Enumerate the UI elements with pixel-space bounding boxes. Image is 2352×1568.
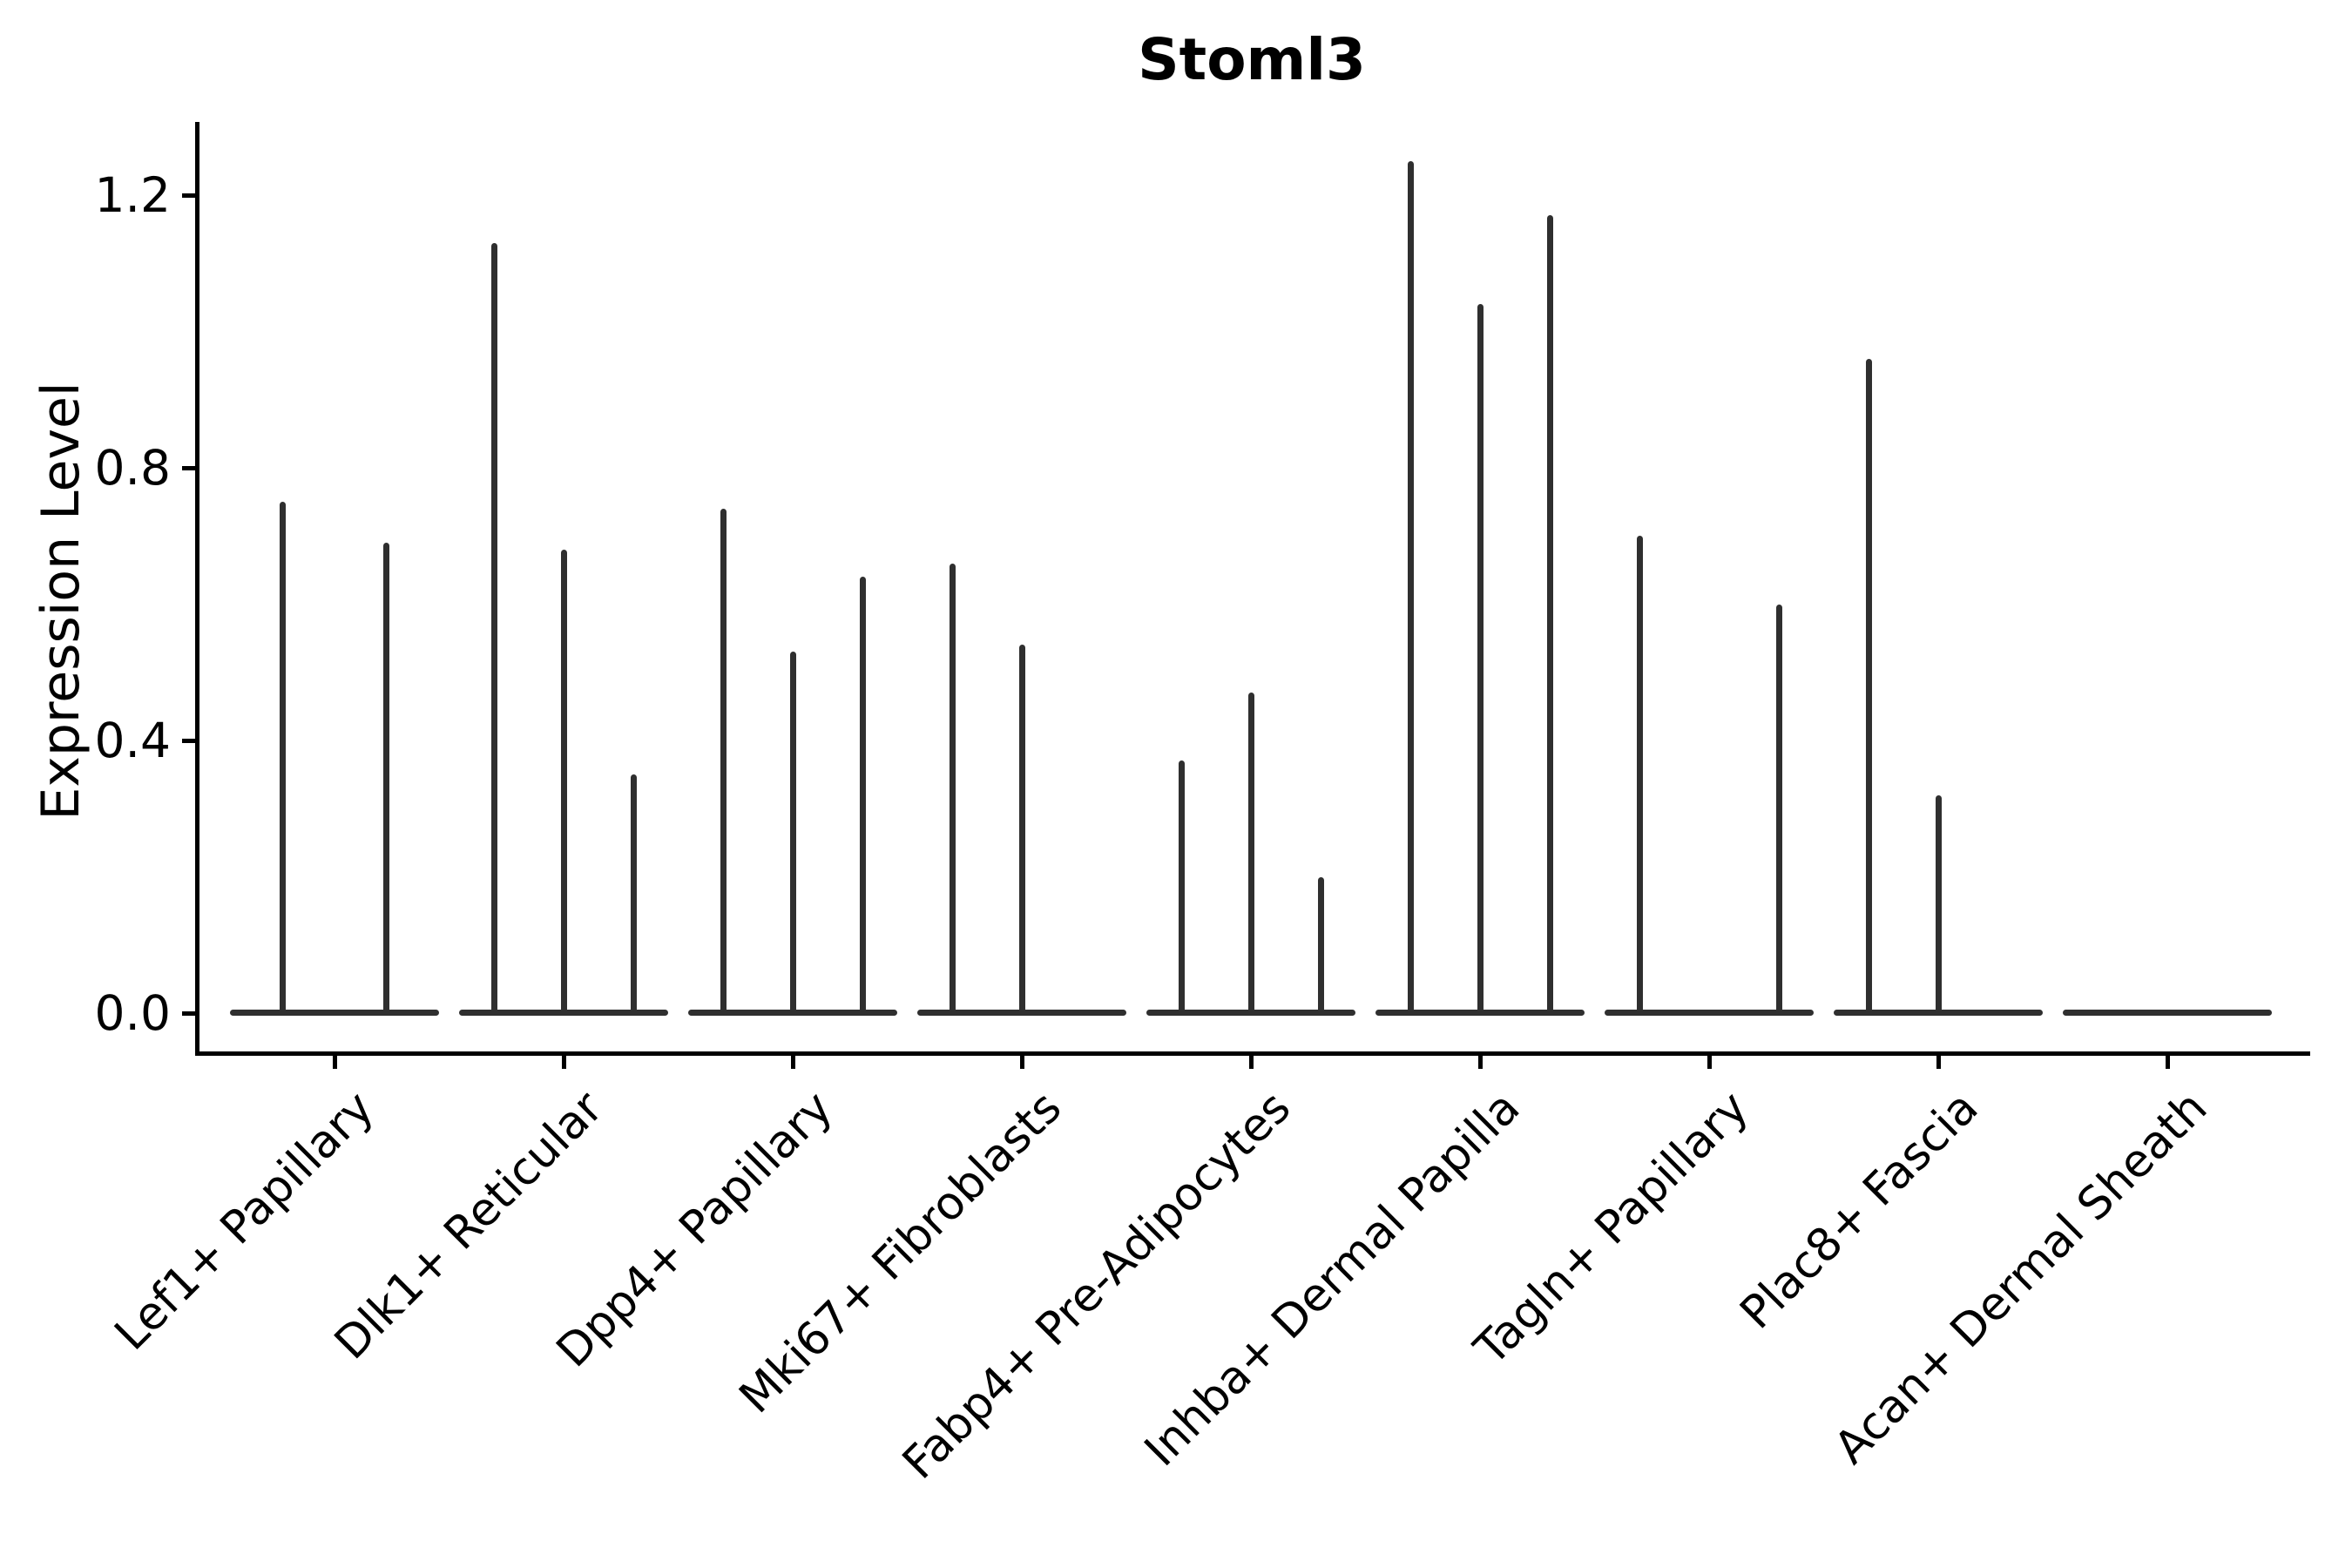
violin-spike: [280, 502, 286, 1015]
bottom-axis-spine: [195, 1051, 2310, 1056]
violin-spike: [789, 652, 796, 1015]
violin-spike: [1775, 604, 1782, 1015]
x-category-label: Plac8+ Fascia: [1730, 1081, 1989, 1340]
violin-spike: [859, 577, 866, 1015]
y-tick-mark: [182, 465, 195, 470]
x-tick-mark: [1248, 1056, 1254, 1069]
x-tick-mark: [561, 1056, 566, 1069]
violin-spike: [1935, 794, 1942, 1015]
violin-spike: [1317, 876, 1324, 1015]
violin-spike: [1865, 358, 1872, 1015]
y-tick-label: 0.0: [94, 984, 171, 1041]
y-tick-label: 1.2: [94, 166, 171, 223]
y-tick-label: 0.4: [94, 712, 171, 768]
x-tick-mark: [1936, 1056, 1941, 1069]
violin-spike: [949, 563, 956, 1015]
violin-baseline: [2063, 1009, 2272, 1016]
violin-spike: [1546, 215, 1553, 1015]
violin-baseline: [1605, 1009, 1814, 1016]
violin-spike: [490, 242, 497, 1015]
y-tick-label: 0.8: [94, 439, 171, 496]
violin-spike: [720, 508, 727, 1015]
violin-spike: [383, 543, 389, 1015]
x-tick-mark: [1019, 1056, 1024, 1069]
x-category-label: Acan+ Dermal Sheath: [1824, 1081, 2218, 1475]
violin-spike: [1018, 645, 1025, 1015]
x-tick-mark: [332, 1056, 337, 1069]
violin-spike: [630, 774, 637, 1015]
plot-title: Stoml3: [1138, 26, 1366, 93]
x-category-label: Inhba+ Dermal Papilla: [1134, 1081, 1531, 1477]
x-tick-mark: [1477, 1056, 1483, 1069]
violin-baseline: [230, 1009, 439, 1016]
x-tick-mark: [1707, 1056, 1712, 1069]
violin-spike: [1178, 760, 1185, 1015]
violin-spike: [1407, 160, 1414, 1015]
x-category-label: Fabp4+ Pre-Adipocytes: [892, 1081, 1301, 1490]
y-tick-mark: [182, 1010, 195, 1016]
x-tick-mark: [790, 1056, 795, 1069]
violin-spike: [1477, 304, 1484, 1015]
violin-spike: [560, 549, 567, 1015]
violin-spike: [1636, 536, 1643, 1015]
x-tick-mark: [2165, 1056, 2170, 1069]
y-tick-mark: [182, 738, 195, 743]
violin-spike: [1247, 693, 1254, 1015]
y-tick-mark: [182, 193, 195, 198]
left-axis-spine: [195, 122, 199, 1056]
